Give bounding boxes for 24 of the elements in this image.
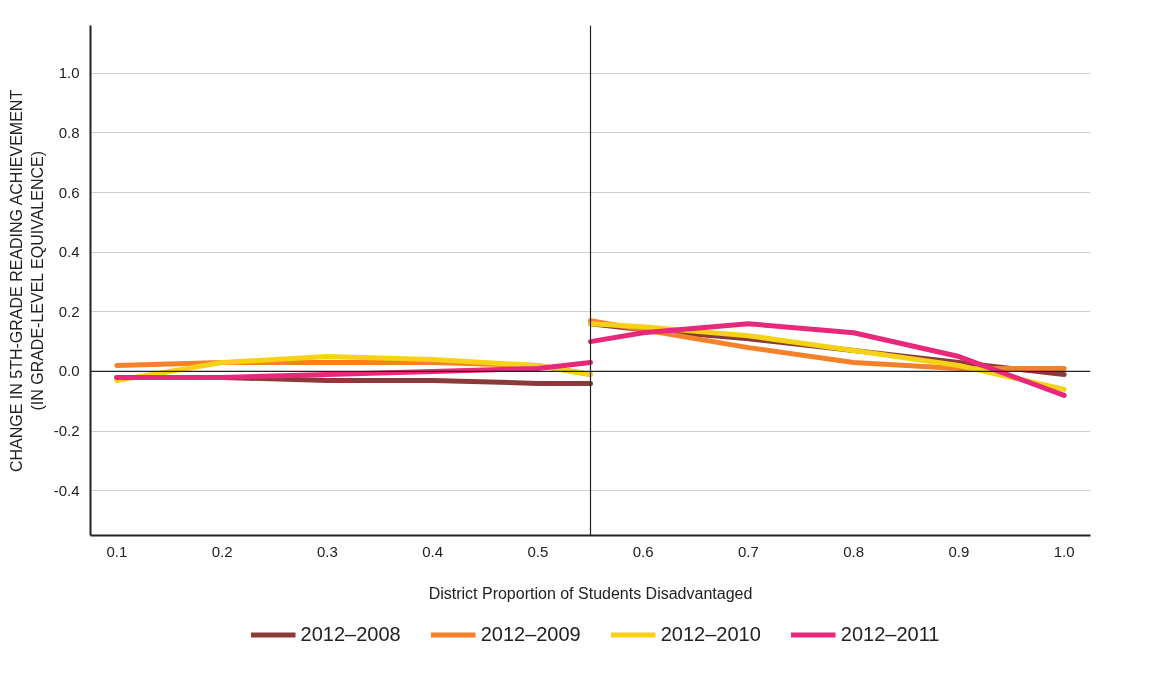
x-tick-label: 1.0 (1053, 542, 1075, 560)
x-tick-label: 0.6 (632, 542, 654, 560)
legend-label: 2012–2011 (840, 622, 940, 646)
y-tick-label: 0.8 (58, 123, 80, 141)
x-tick-label: 0.2 (211, 542, 233, 560)
x-tick-label: 0.3 (316, 542, 338, 560)
y-tick-label: 0.4 (58, 243, 80, 261)
x-tick-label: 0.8 (843, 542, 865, 560)
x-tick-label: 0.5 (527, 542, 549, 560)
legend-label: 2012–2009 (480, 622, 581, 646)
x-axis-title: District Proportion of Students Disadvantaged (428, 584, 753, 602)
y-tick-label: 0.0 (58, 362, 80, 380)
x-tick-label: 0.1 (106, 542, 128, 560)
y-tick-label: 0.2 (58, 302, 80, 320)
y-tick-label: -0.4 (53, 481, 80, 499)
x-tick-label: 0.9 (948, 542, 970, 560)
y-axis-title: CHANGE IN 5TH-GRADE READING ACHIEVEMENT (IN GRADE-LEVEL EQUIVALENCE) (8, 89, 46, 473)
y-tick-label: 0.6 (58, 183, 80, 201)
legend-label: 2012–2008 (300, 622, 401, 646)
x-tick-label: 0.7 (737, 542, 759, 560)
y-tick-label: 1.0 (58, 64, 80, 82)
y-tick-label: -0.2 (53, 422, 80, 440)
x-tick-label: 0.4 (422, 542, 444, 560)
legend-label: 2012–2010 (660, 622, 761, 646)
